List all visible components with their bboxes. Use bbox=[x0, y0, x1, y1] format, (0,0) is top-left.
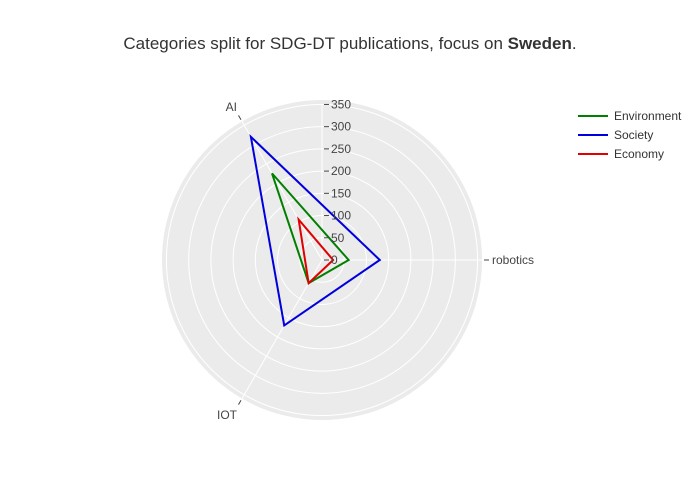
radial-tick-label-350: 350 bbox=[331, 97, 351, 111]
category-label-iot: IOT bbox=[217, 408, 238, 422]
spoke-AI bbox=[241, 121, 323, 261]
radial-tick-label-200: 200 bbox=[331, 164, 351, 178]
radial-tick-label-100: 100 bbox=[331, 209, 351, 223]
title-suffix: . bbox=[571, 34, 577, 53]
title-prefix: Categories split for SDG-DT publications… bbox=[123, 34, 508, 53]
series-line-society bbox=[249, 134, 382, 328]
grid-layer bbox=[162, 100, 482, 420]
category-label-robotics: robotics bbox=[492, 253, 534, 267]
legend-swatch bbox=[578, 114, 608, 117]
radial-tick-label-300: 300 bbox=[331, 120, 351, 134]
series-layer bbox=[249, 134, 382, 328]
legend-item-economy[interactable]: Economy bbox=[578, 144, 681, 163]
legend-label: Environment bbox=[614, 108, 682, 123]
series-line-environment bbox=[271, 172, 351, 285]
chart-title: Categories split for SDG-DT publications… bbox=[0, 34, 700, 54]
radial-tick-label-50: 50 bbox=[331, 231, 345, 245]
legend: Environment Society Economy bbox=[578, 106, 681, 163]
legend-item-society[interactable]: Society bbox=[578, 125, 681, 144]
series-line-economy bbox=[297, 216, 335, 286]
radial-tick-label-250: 250 bbox=[331, 142, 351, 156]
legend-label: Economy bbox=[614, 146, 665, 161]
radial-tick-label-150: 150 bbox=[331, 186, 351, 200]
legend-swatch bbox=[578, 152, 608, 155]
radial-tick-label-0: 0 bbox=[331, 253, 338, 267]
legend-item-environment[interactable]: Environment bbox=[578, 106, 681, 125]
category-label-ai: AI bbox=[226, 100, 237, 114]
legend-label: Society bbox=[614, 127, 654, 142]
angular-tick-AI bbox=[238, 115, 242, 120]
angular-tick-IOT bbox=[238, 400, 242, 405]
legend-swatch bbox=[578, 133, 608, 136]
title-bold: Sweden bbox=[507, 34, 572, 53]
label-layer: 0 50 100 150 200 250 300 350 robotics AI IOT bbox=[217, 97, 534, 422]
